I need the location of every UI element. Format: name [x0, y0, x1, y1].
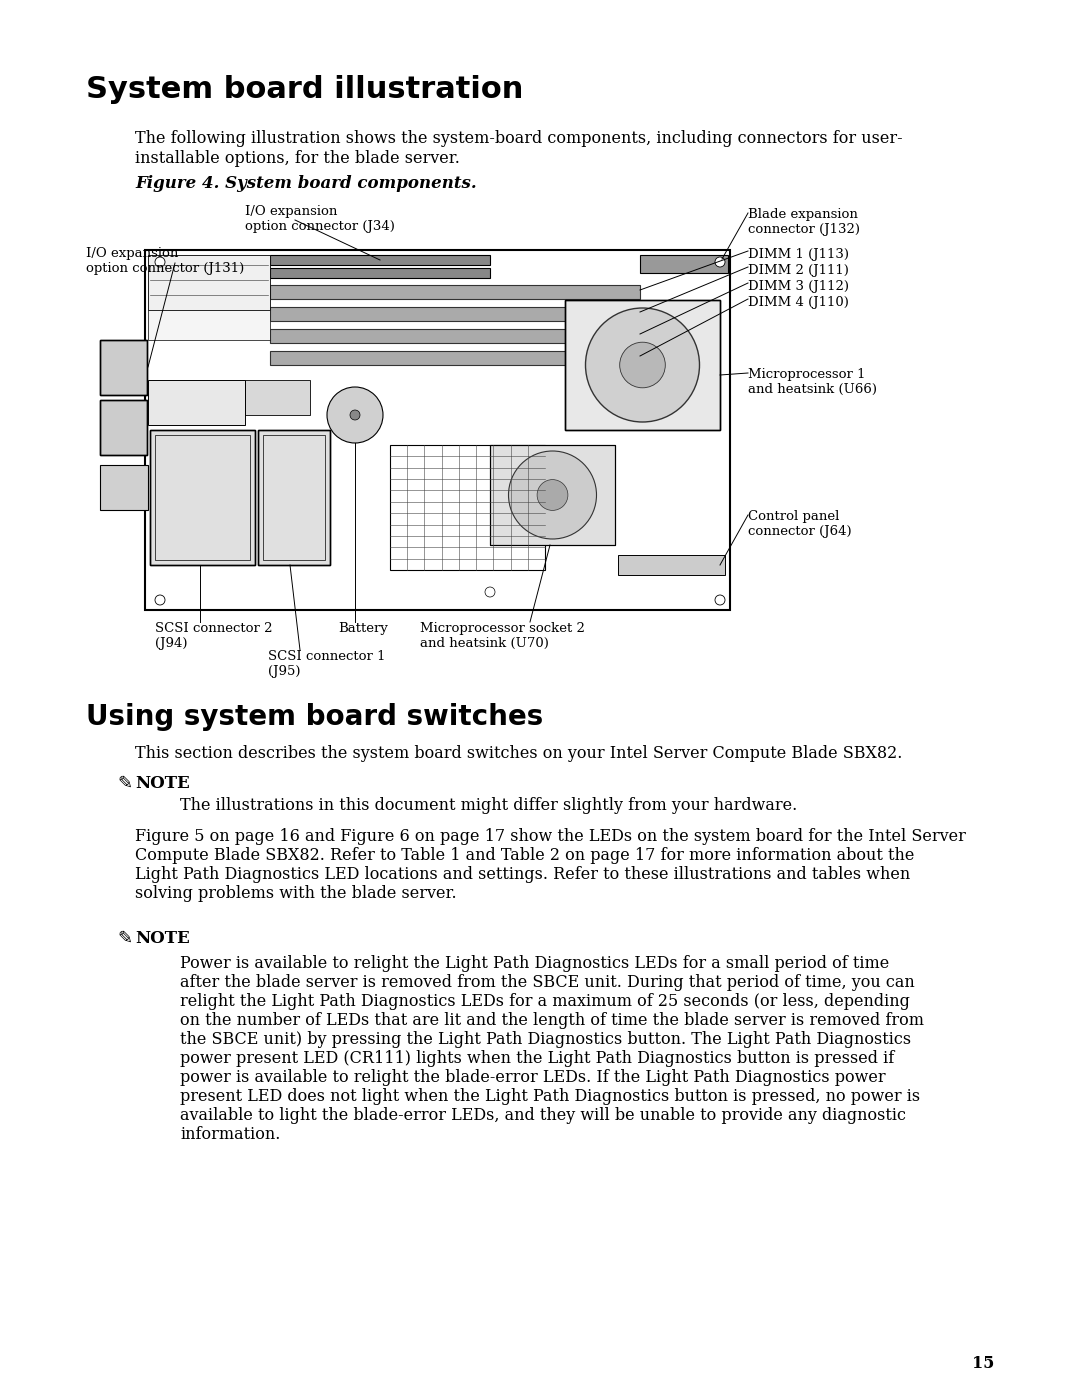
- Text: Light Path Diagnostics LED locations and settings. Refer to these illustrations : Light Path Diagnostics LED locations and…: [135, 866, 910, 883]
- Bar: [258, 430, 330, 564]
- Text: after the blade server is removed from the SBCE unit. During that period of time: after the blade server is removed from t…: [180, 974, 915, 990]
- Text: ✎: ✎: [117, 775, 132, 793]
- Text: I/O expansion
option connector (J34): I/O expansion option connector (J34): [245, 205, 395, 233]
- Text: solving problems with the blade server.: solving problems with the blade server.: [135, 886, 457, 902]
- Text: present LED does not light when the Light Path Diagnostics button is pressed, no: present LED does not light when the Ligh…: [180, 1088, 920, 1105]
- Bar: [264, 434, 325, 560]
- Bar: [150, 430, 255, 564]
- Text: on the number of LEDs that are lit and the length of time the blade server is re: on the number of LEDs that are lit and t…: [180, 1011, 924, 1030]
- Text: DIMM 2 (J111): DIMM 2 (J111): [748, 264, 849, 277]
- Bar: [148, 310, 270, 339]
- Bar: [270, 307, 640, 321]
- Circle shape: [156, 257, 165, 267]
- Text: The following illustration shows the system-board components, including connecto: The following illustration shows the sys…: [135, 130, 903, 147]
- Bar: [258, 430, 330, 564]
- Text: SCSI connector 2
(J94): SCSI connector 2 (J94): [156, 622, 272, 650]
- Circle shape: [537, 479, 568, 510]
- Bar: [490, 446, 615, 545]
- Bar: [270, 330, 640, 344]
- Text: ✎: ✎: [117, 930, 132, 949]
- Text: Compute Blade SBX82. Refer to Table 1 and Table 2 on page 17 for more informatio: Compute Blade SBX82. Refer to Table 1 an…: [135, 847, 915, 863]
- Bar: [100, 400, 147, 455]
- Text: Microprocessor socket 2
and heatsink (U70): Microprocessor socket 2 and heatsink (U7…: [420, 622, 585, 650]
- Text: I/O expansion
option connector (J131): I/O expansion option connector (J131): [86, 247, 244, 275]
- Text: Using system board switches: Using system board switches: [86, 703, 543, 731]
- Bar: [245, 380, 310, 415]
- Text: This section describes the system board switches on your Intel Server Compute Bl: This section describes the system board …: [135, 745, 903, 761]
- Bar: [618, 555, 725, 576]
- Bar: [270, 285, 640, 299]
- Bar: [490, 446, 615, 545]
- Text: available to light the blade-error LEDs, and they will be unable to provide any : available to light the blade-error LEDs,…: [180, 1106, 906, 1125]
- Text: NOTE: NOTE: [135, 775, 190, 792]
- Bar: [156, 434, 249, 560]
- Bar: [148, 380, 245, 425]
- Circle shape: [485, 587, 495, 597]
- Bar: [270, 351, 640, 365]
- Bar: [100, 339, 147, 395]
- Bar: [100, 339, 147, 395]
- Text: information.: information.: [180, 1126, 281, 1143]
- Text: NOTE: NOTE: [135, 930, 190, 947]
- Text: power is available to relight the blade-error LEDs. If the Light Path Diagnostic: power is available to relight the blade-…: [180, 1069, 886, 1085]
- Text: The illustrations in this document might differ slightly from your hardware.: The illustrations in this document might…: [180, 798, 797, 814]
- Circle shape: [156, 595, 165, 605]
- Circle shape: [509, 451, 596, 539]
- Bar: [390, 446, 545, 570]
- Circle shape: [715, 257, 725, 267]
- Circle shape: [350, 409, 360, 420]
- Circle shape: [327, 387, 383, 443]
- Bar: [145, 250, 730, 610]
- Text: Blade expansion
connector (J132): Blade expansion connector (J132): [748, 208, 860, 236]
- Text: Battery: Battery: [338, 622, 388, 636]
- Text: Figure 5 on page 16 and Figure 6 on page 17 show the LEDs on the system board fo: Figure 5 on page 16 and Figure 6 on page…: [135, 828, 966, 845]
- Text: Microprocessor 1
and heatsink (U66): Microprocessor 1 and heatsink (U66): [748, 367, 877, 395]
- Bar: [270, 256, 490, 265]
- Circle shape: [620, 342, 665, 388]
- Bar: [100, 465, 148, 510]
- Bar: [565, 300, 720, 430]
- Text: DIMM 4 (J110): DIMM 4 (J110): [748, 296, 849, 309]
- Text: DIMM 1 (J113): DIMM 1 (J113): [748, 249, 849, 261]
- Text: DIMM 3 (J112): DIMM 3 (J112): [748, 279, 849, 293]
- Bar: [640, 256, 728, 272]
- Text: SCSI connector 1
(J95): SCSI connector 1 (J95): [268, 650, 386, 678]
- Bar: [565, 300, 720, 430]
- Text: installable options, for the blade server.: installable options, for the blade serve…: [135, 149, 460, 168]
- Text: 15: 15: [972, 1355, 994, 1372]
- Circle shape: [715, 595, 725, 605]
- Circle shape: [585, 307, 700, 422]
- Text: Figure 4. System board components.: Figure 4. System board components.: [135, 175, 476, 191]
- Text: Power is available to relight the Light Path Diagnostics LEDs for a small period: Power is available to relight the Light …: [180, 956, 889, 972]
- Bar: [148, 256, 270, 310]
- Bar: [270, 268, 490, 278]
- Text: System board illustration: System board illustration: [86, 75, 524, 103]
- Bar: [150, 430, 255, 564]
- Text: the SBCE unit) by pressing the Light Path Diagnostics button. The Light Path Dia: the SBCE unit) by pressing the Light Pat…: [180, 1031, 912, 1048]
- Bar: [100, 400, 147, 455]
- Text: power present LED (CR111) lights when the Light Path Diagnostics button is press: power present LED (CR111) lights when th…: [180, 1051, 894, 1067]
- Text: Control panel
connector (J64): Control panel connector (J64): [748, 510, 852, 538]
- Text: relight the Light Path Diagnostics LEDs for a maximum of 25 seconds (or less, de: relight the Light Path Diagnostics LEDs …: [180, 993, 909, 1010]
